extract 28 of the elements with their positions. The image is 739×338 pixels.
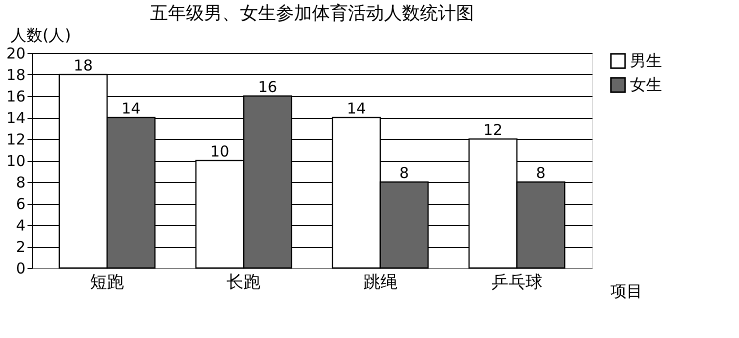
x-tick-label: 短跑 xyxy=(90,272,124,292)
data-label: 8 xyxy=(536,164,546,182)
y-tick-label: 16 xyxy=(6,88,26,106)
legend-label: 男生 xyxy=(630,51,662,70)
y-tick-label: 0 xyxy=(16,260,26,278)
x-tick-label: 跳绳 xyxy=(363,272,398,292)
y-tick-label: 4 xyxy=(16,216,26,234)
y-tick-label: 8 xyxy=(16,174,26,192)
y-tick-label: 18 xyxy=(6,66,26,84)
x-tick-label: 长跑 xyxy=(226,272,261,292)
y-tick-label: 10 xyxy=(6,152,26,170)
data-label: 10 xyxy=(210,142,230,160)
data-label: 14 xyxy=(121,100,141,118)
y-tick-label: 14 xyxy=(6,109,26,127)
legend-label: 女生 xyxy=(630,75,662,94)
y-axis-title: 人数(人) xyxy=(10,26,71,44)
y-tick-label: 20 xyxy=(6,44,26,62)
y-tick-label: 12 xyxy=(6,130,26,148)
chart-title: 五年级男、女生参加体育活动人数统计图 xyxy=(150,3,474,24)
data-label: 18 xyxy=(74,56,93,74)
data-label: 14 xyxy=(346,100,366,118)
y-tick-label: 6 xyxy=(16,195,26,213)
x-axis-title: 项目 xyxy=(610,282,642,300)
data-label: 16 xyxy=(258,78,278,96)
x-tick-label: 乒乓球 xyxy=(491,272,542,292)
y-tick-label: 2 xyxy=(16,238,26,256)
data-label: 8 xyxy=(399,164,409,182)
data-label: 12 xyxy=(483,121,503,139)
